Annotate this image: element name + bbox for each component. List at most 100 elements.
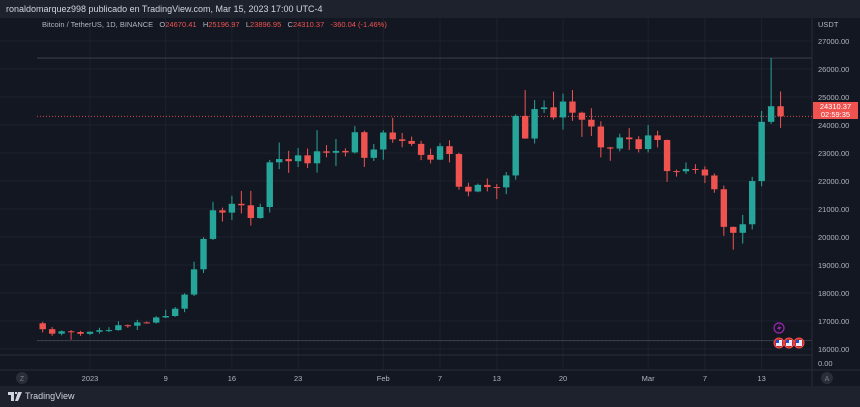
candle-body — [484, 184, 491, 188]
tradingview-logo[interactable]: TradingView — [8, 391, 75, 401]
x-tick-label: Feb — [377, 374, 390, 383]
candle — [559, 93, 567, 130]
candle-body — [758, 121, 765, 182]
candle — [503, 171, 510, 195]
x-tick-label: 20 — [559, 374, 567, 383]
candle-body — [767, 106, 775, 122]
candle-body — [465, 186, 472, 192]
candle — [58, 330, 65, 336]
candle-body — [143, 322, 150, 324]
candle-body — [294, 155, 302, 162]
candle-body — [427, 154, 434, 160]
candle-body — [380, 132, 387, 150]
us-flag-canton — [796, 340, 799, 343]
candle-body — [493, 187, 500, 189]
candle — [294, 147, 302, 167]
candle-body — [276, 159, 283, 163]
y-tick-label: 21000.00 — [818, 205, 849, 214]
candle-body — [48, 329, 56, 334]
candle-body — [171, 308, 179, 317]
candle — [219, 207, 226, 222]
candle — [200, 237, 207, 274]
candle-body — [134, 322, 141, 326]
close-value: 24310.37 — [292, 20, 325, 29]
candle — [673, 169, 680, 177]
candle — [67, 330, 75, 340]
candle — [351, 126, 359, 154]
candle-body — [266, 162, 273, 208]
open-label: O — [159, 20, 166, 29]
candle — [597, 121, 605, 158]
publisher-bar: ronaldomarquez998 publicado en TradingVi… — [0, 0, 860, 18]
candle — [124, 324, 132, 328]
footer: TradingView — [0, 386, 860, 407]
candle — [616, 133, 623, 152]
candle — [332, 139, 340, 167]
candle-body — [569, 101, 576, 113]
candle — [663, 139, 671, 182]
candle-body — [67, 331, 75, 333]
candle — [682, 162, 690, 174]
candle — [389, 117, 396, 143]
candle-body — [711, 175, 718, 190]
candle-body — [417, 143, 425, 155]
candle — [474, 183, 482, 193]
candle — [115, 321, 122, 331]
candle — [531, 99, 538, 144]
candle — [39, 321, 46, 333]
low-label: L — [245, 20, 250, 29]
candle-body — [644, 135, 652, 150]
candle-body — [559, 101, 567, 118]
candle-body — [398, 139, 406, 141]
high-value: 25196.97 — [208, 20, 240, 29]
candle-body — [521, 115, 529, 139]
candle-body — [777, 106, 784, 117]
candle — [247, 190, 255, 226]
candle-body — [77, 332, 84, 334]
candle — [181, 293, 188, 313]
x-tick-label: 9 — [164, 374, 168, 383]
candle — [285, 150, 292, 173]
candle — [484, 178, 491, 192]
candle — [77, 330, 84, 336]
candle-body — [200, 238, 207, 270]
candle — [758, 111, 765, 187]
candle-body — [663, 139, 671, 172]
candle-body — [96, 330, 103, 332]
brand-name: TradingView — [25, 391, 75, 401]
candle — [635, 136, 642, 153]
x-tick-label: 23 — [294, 374, 302, 383]
candle-body — [389, 132, 396, 140]
candle-body — [304, 155, 311, 164]
candle-body — [503, 175, 510, 188]
candle — [446, 140, 453, 163]
candle — [162, 309, 169, 319]
candle-body — [730, 226, 737, 233]
y-tick-label: 18000.00 — [818, 289, 849, 298]
candle-body — [332, 150, 340, 153]
candle — [304, 148, 311, 169]
candle-body — [588, 119, 595, 127]
candle — [48, 327, 56, 336]
y-tick-label: 16000.00 — [818, 345, 849, 354]
candle-body — [455, 154, 463, 187]
candle — [313, 130, 321, 173]
candle-body — [257, 207, 264, 219]
zoom-button — [16, 372, 28, 384]
candle-body — [635, 139, 642, 150]
candle-body — [351, 132, 359, 153]
candle — [209, 201, 217, 241]
zoom-button-label: Z — [20, 376, 25, 383]
candle-body — [313, 151, 321, 164]
candle-body — [673, 171, 680, 173]
tradingview-logo-icon — [8, 391, 22, 401]
candle — [701, 166, 709, 184]
bar-countdown: 02:59:35 — [820, 109, 851, 119]
y-tick-label: 26000.00 — [818, 65, 849, 74]
candle — [96, 327, 103, 334]
candle-body — [436, 146, 444, 160]
candle-body — [153, 317, 160, 323]
candle-body — [370, 149, 377, 158]
auto-scale-label: A — [825, 376, 830, 383]
